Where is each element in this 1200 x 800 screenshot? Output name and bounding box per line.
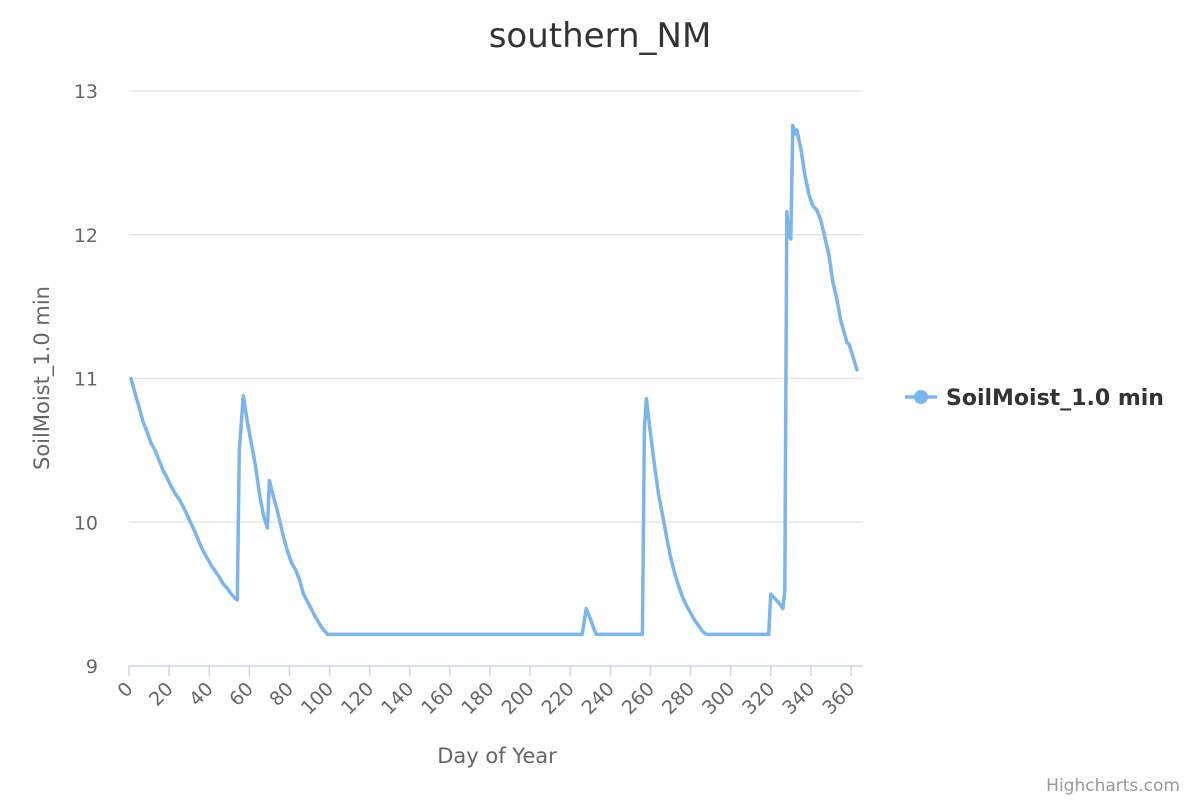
- legend-marker-symbol: [914, 390, 928, 404]
- y-tick-label: 11: [74, 369, 98, 391]
- x-tick-label: 100: [297, 678, 338, 719]
- y-tick-label: 12: [74, 225, 98, 247]
- x-tick-label: 160: [417, 678, 458, 719]
- x-tick-label: 340: [778, 678, 819, 719]
- y-gridlines: [129, 90, 863, 523]
- x-tick-label: 280: [658, 678, 699, 719]
- legend-label: SoilMoist_1.0 min: [946, 386, 1164, 411]
- chart-title: southern_NM: [489, 16, 712, 56]
- x-tick-label: 180: [457, 678, 498, 719]
- x-tick-label: 260: [618, 678, 659, 719]
- x-axis-title: Day of Year: [437, 744, 557, 768]
- y-axis: 9 10 11 12 13: [74, 81, 98, 678]
- credits-link[interactable]: Highcharts.com: [1046, 776, 1180, 796]
- x-tick-label: 240: [578, 678, 619, 719]
- y-tick-label: 9: [86, 656, 98, 678]
- x-tick-label: 60: [225, 678, 258, 711]
- legend-item[interactable]: SoilMoist_1.0 min: [905, 386, 1164, 411]
- x-tick-label: 300: [698, 678, 739, 719]
- x-tick-label: 0: [113, 678, 137, 702]
- series-group: [129, 123, 859, 637]
- x-tick-label: 40: [185, 678, 218, 711]
- x-tick-label: 140: [377, 678, 418, 719]
- y-tick-label: 10: [74, 512, 98, 534]
- x-tick-label: 320: [738, 678, 779, 719]
- x-tick-label: 200: [497, 678, 538, 719]
- series-line[interactable]: [129, 123, 859, 637]
- y-tick-label: 13: [74, 81, 98, 103]
- x-axis: 0 20 40 60 801001201401601802002202402602803…: [113, 665, 863, 719]
- y-axis-title: SoilMoist_1.0 min: [30, 286, 55, 470]
- x-tick-label: 20: [145, 678, 178, 711]
- x-tick-label: 120: [337, 678, 378, 719]
- x-tick-label: 80: [265, 678, 298, 711]
- x-tick-label: 360: [818, 678, 859, 719]
- x-tick-label: 220: [538, 678, 579, 719]
